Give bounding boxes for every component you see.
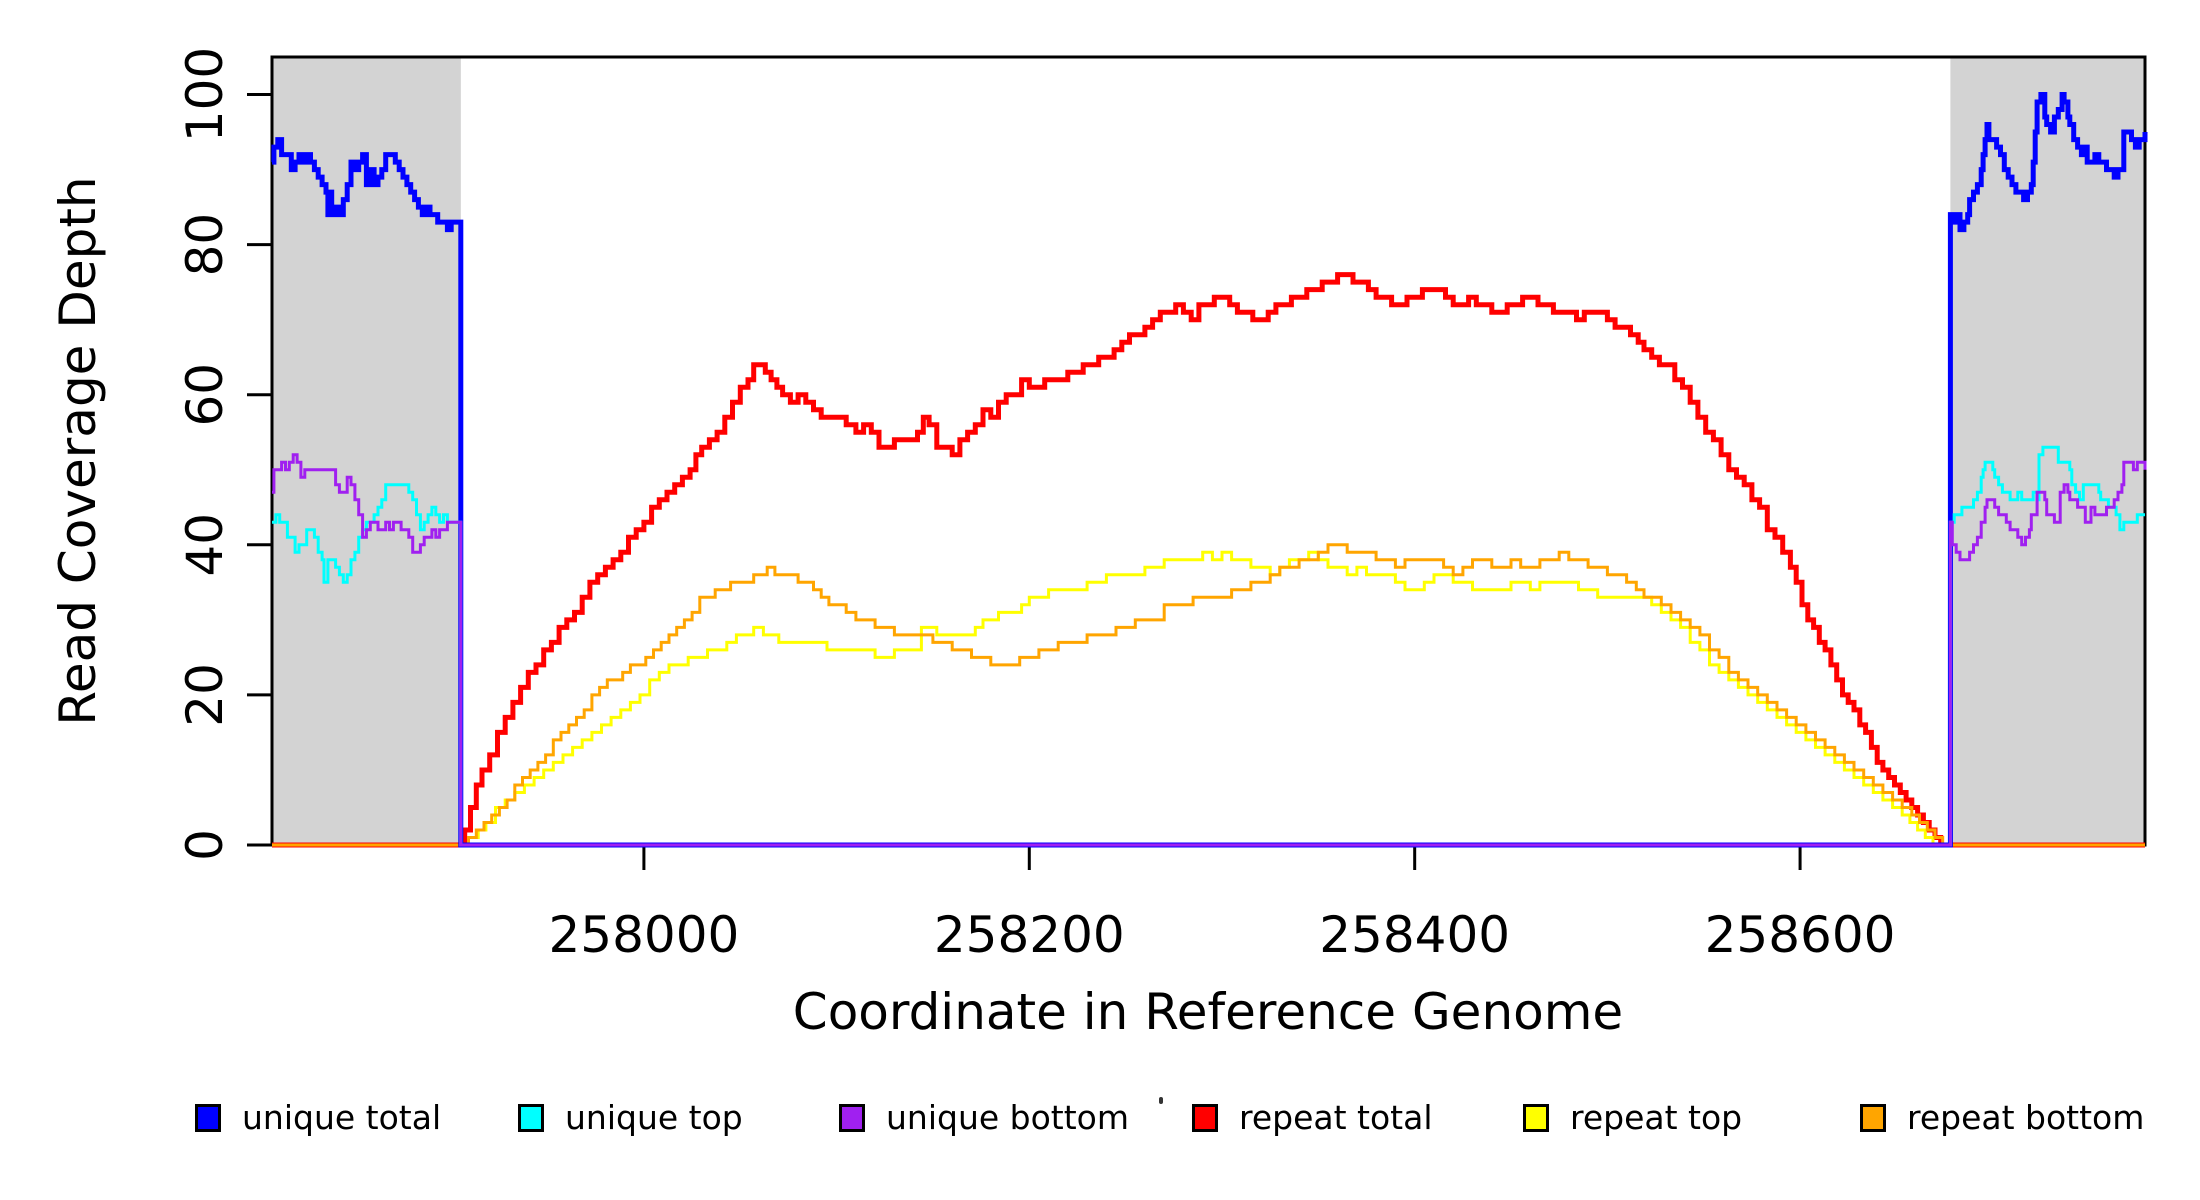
series-line-unique-total bbox=[271, 92, 2148, 848]
shaded-region-unique-left bbox=[272, 57, 461, 845]
x-axis-title: Coordinate in Reference Genome bbox=[792, 983, 1624, 1041]
series-line-repeat-top bbox=[272, 550, 2145, 847]
y-tick-label-40: 40 bbox=[176, 513, 234, 577]
y-tick-label-60: 60 bbox=[176, 363, 234, 427]
x-tick-label-258200: 258200 bbox=[934, 906, 1125, 964]
series-line-unique-bottom bbox=[272, 453, 2147, 847]
y-tick-label-20: 20 bbox=[176, 663, 234, 727]
series-line-repeat-bottom bbox=[272, 543, 2145, 847]
y-tick-label-80: 80 bbox=[176, 213, 234, 277]
x-tick-label-258400: 258400 bbox=[1319, 906, 1510, 964]
shaded-region-unique-right bbox=[1950, 57, 2145, 845]
y-tick-label-100: 100 bbox=[176, 47, 234, 142]
y-tick-label-0: 0 bbox=[176, 829, 234, 861]
y-axis-title: Read Coverage Depth bbox=[49, 176, 107, 726]
stray-mark bbox=[1159, 1097, 1163, 1104]
x-tick-label-258600: 258600 bbox=[1705, 906, 1896, 964]
series-line-repeat-total bbox=[272, 272, 2145, 848]
x-tick-label-258000: 258000 bbox=[548, 906, 739, 964]
